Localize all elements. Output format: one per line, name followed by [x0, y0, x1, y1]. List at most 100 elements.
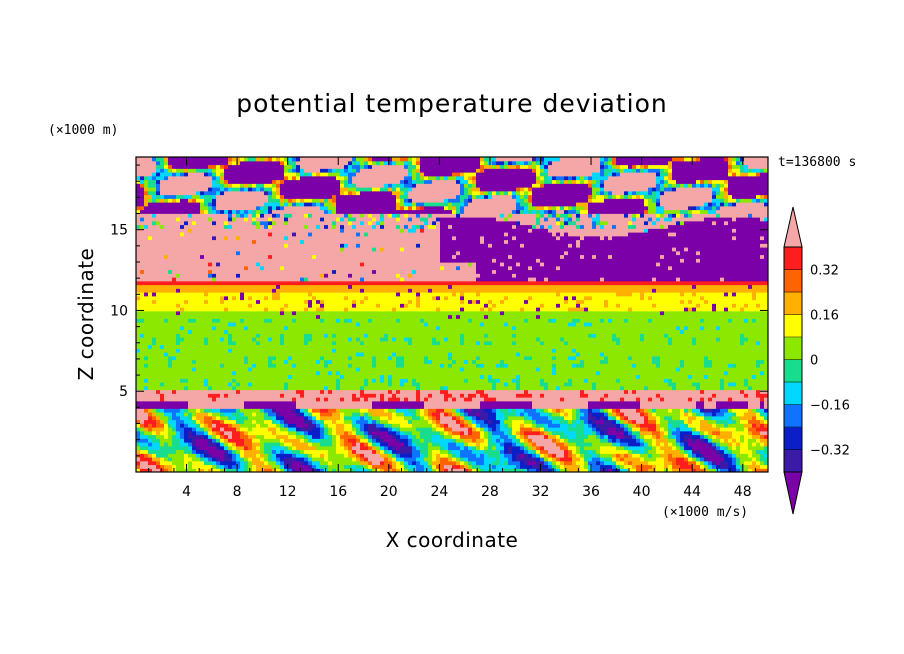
field-cell [640, 430, 645, 436]
field-cell [484, 419, 489, 424]
field-cell [688, 442, 693, 447]
field-cell [368, 355, 373, 361]
field-cell [144, 415, 149, 421]
field-cell [284, 378, 289, 383]
field-cell [584, 419, 589, 424]
field-cell [156, 408, 161, 413]
field-cell [576, 355, 581, 361]
field-cell [292, 430, 297, 436]
field-cell [716, 464, 721, 469]
field-cell [460, 442, 465, 447]
field-cell [212, 423, 217, 428]
field-cell [456, 453, 461, 458]
field-cell [280, 468, 285, 472]
field-cell [512, 449, 517, 454]
field-cell [232, 385, 237, 391]
field-cell [392, 370, 397, 376]
field-cell [436, 415, 441, 421]
field-cell [632, 427, 637, 432]
field-cell [200, 367, 205, 372]
field-cell [220, 359, 225, 364]
field-cell [384, 374, 389, 379]
field-cell [628, 419, 633, 424]
field-cell [296, 355, 301, 361]
field-cell [308, 359, 313, 364]
field-cell [324, 367, 329, 372]
field-cell [476, 397, 481, 402]
field-cell [228, 378, 233, 383]
field-cell [512, 363, 517, 368]
field-cell [392, 442, 397, 447]
field-cell [540, 457, 545, 462]
field-cell [628, 389, 633, 394]
field-cell [212, 370, 217, 376]
field-cell [332, 397, 337, 402]
field-cell [328, 430, 333, 436]
field-cell [428, 352, 433, 357]
field-cell [316, 397, 321, 402]
field-cell [408, 453, 413, 458]
field-cell [144, 363, 149, 368]
field-cell [568, 468, 573, 472]
field-cell [452, 382, 457, 387]
field-cell [408, 427, 413, 432]
field-cell [180, 352, 185, 357]
field-cell [736, 438, 741, 443]
field-cell [208, 397, 213, 402]
field-cell [604, 468, 609, 472]
field-cell [224, 445, 229, 451]
field-cell [212, 363, 217, 368]
field-cell [360, 427, 365, 432]
field-cell [704, 419, 709, 424]
field-cell [172, 389, 177, 394]
field-cell [476, 400, 481, 406]
field-cell [460, 438, 465, 443]
field-cell [200, 378, 205, 383]
field-cell [572, 445, 577, 451]
field-cell [488, 393, 493, 398]
field-cell [156, 445, 161, 451]
field-cell [392, 438, 397, 443]
field-cell [744, 397, 749, 402]
field-cell [688, 389, 693, 394]
field-cell [708, 453, 713, 458]
field-cell [136, 382, 141, 387]
field-cell [436, 393, 441, 398]
field-cell [468, 397, 473, 402]
field-cell [512, 419, 517, 424]
field-cell [588, 385, 593, 391]
field-cell [504, 408, 509, 413]
field-cell [580, 359, 585, 364]
field-cell [536, 427, 541, 432]
field-cell [724, 460, 729, 466]
field-cell [276, 378, 281, 383]
field-cell [576, 460, 581, 466]
field-cell [716, 367, 721, 372]
field-cell [240, 370, 245, 376]
field-cell [220, 468, 225, 472]
field-cell [740, 385, 745, 391]
field-cell [276, 385, 281, 391]
field-cell [212, 449, 217, 454]
field-cell [148, 404, 153, 409]
field-cell [552, 442, 557, 447]
field-cell [676, 363, 681, 368]
field-cell [416, 382, 421, 387]
field-cell [584, 367, 589, 372]
field-cell [636, 374, 641, 379]
field-cell [188, 400, 193, 406]
field-cell [540, 367, 545, 372]
field-cell [332, 464, 337, 469]
field-cell [584, 382, 589, 387]
field-cell [648, 385, 653, 391]
field-cell [740, 408, 745, 413]
field-cell [296, 363, 301, 368]
field-cell [320, 404, 325, 409]
field-cell [588, 393, 593, 398]
field-cell [496, 430, 501, 436]
field-cell [564, 412, 569, 417]
field-cell [228, 355, 233, 361]
field-cell [496, 400, 501, 406]
field-cell [404, 370, 409, 376]
field-cell [144, 397, 149, 402]
